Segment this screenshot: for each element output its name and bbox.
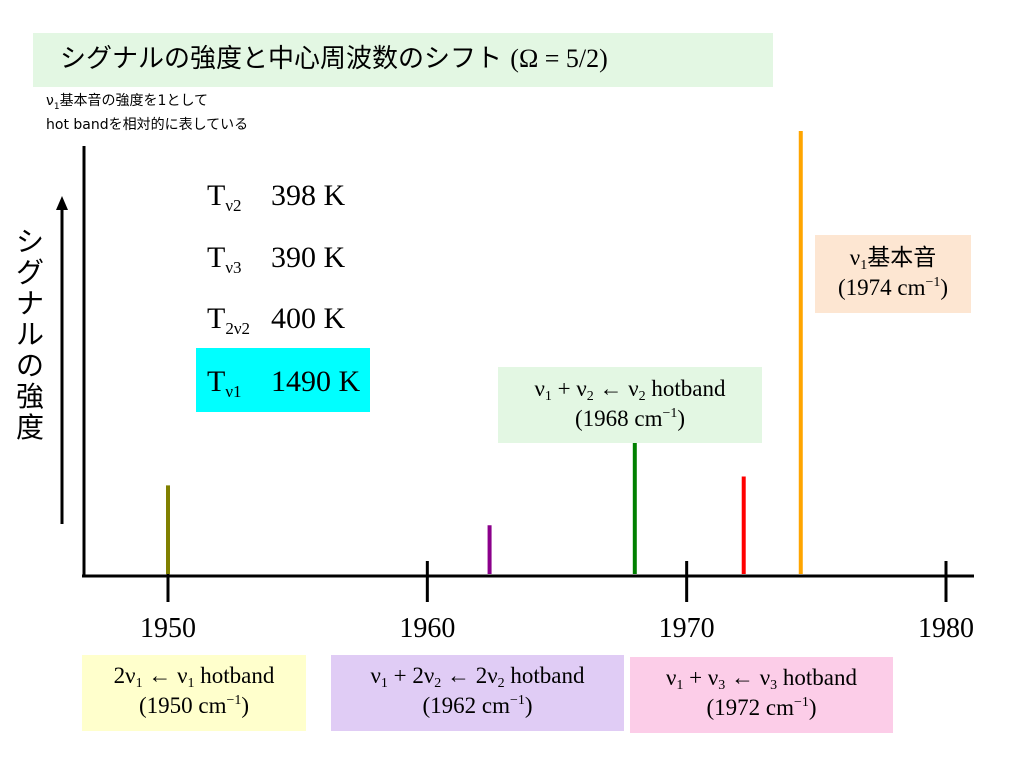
x-tick-label: 1980: [918, 613, 974, 644]
temp-value: 400 K: [271, 302, 346, 335]
x-tick-label: 1950: [140, 613, 196, 644]
chart-note: ν1基本音の強度を1として hot bandを相対的に表している: [46, 92, 248, 134]
note-line1: 基本音の強度を1として: [59, 93, 209, 109]
temp-value: 398 K: [271, 179, 346, 212]
label-hot-v1: 2ν1 ← ν1 hotband (1950 cm−1): [82, 655, 306, 731]
label-bg: [815, 235, 971, 313]
y-axis-label: シ グ ナ ル の 強 度: [10, 226, 50, 443]
title-box: [33, 33, 773, 87]
title-formula: (Ω = 5/2): [510, 44, 608, 73]
temp-value: 1490 K: [271, 365, 361, 398]
highlight-box: [196, 348, 370, 412]
y-label-char: 強: [15, 380, 44, 413]
y-label-char: ル: [15, 318, 44, 351]
label-hot-2v2: ν1 + 2ν2 ← 2ν2 hotband (1962 cm−1): [331, 655, 624, 731]
x-tick-label: 1970: [659, 613, 715, 644]
y-label-char: ナ: [15, 287, 44, 320]
y-arrow-head: [56, 196, 68, 210]
note-nu-sub: 1: [53, 101, 60, 112]
label-freq: (1968 cm: [574, 406, 663, 431]
y-label-char: グ: [15, 256, 44, 289]
page-title: シグナルの強度と中心周波数のシフト (Ω = 5/2): [60, 42, 608, 76]
label-text: hotband: [645, 376, 726, 401]
label-freq: (1962 cm: [422, 693, 510, 718]
temp-row-2v2: T2ν2 400 K: [207, 302, 346, 338]
note-nu: ν: [46, 93, 54, 109]
label-bg: [498, 367, 762, 443]
label-freq: (1974 cm: [837, 275, 926, 300]
temp-value: 390 K: [271, 241, 346, 274]
note-line2: hot bandを相対的に表している: [46, 116, 249, 133]
y-label-char: の: [15, 349, 44, 382]
temp-row-v1: Tν1 1490 K: [207, 365, 361, 401]
label-hot-v3: ν1 + ν3 ← ν3 hotband (1972 cm−1): [630, 657, 893, 733]
temp-row-v2: Tν2 398 K: [207, 179, 346, 215]
y-label-char: 度: [15, 411, 44, 444]
label-bg: [630, 657, 893, 733]
y-label-char: シ: [15, 225, 44, 258]
label-text: hotband: [194, 663, 275, 688]
label-freq: (1972 cm: [706, 695, 794, 720]
label-text: 基本音: [867, 245, 937, 270]
temp-row-v3: Tν3 390 K: [207, 241, 346, 277]
label-text: hotband: [777, 665, 858, 690]
label-hot-v2: ν1 + ν2 ← ν2 hotband (1968 cm−1): [498, 367, 762, 443]
title-jp: シグナルの強度と中心周波数のシフト: [60, 44, 503, 74]
label-bg: [82, 655, 306, 731]
label-v1-fundamental: ν1基本音 (1974 cm−1): [815, 235, 971, 313]
x-tick-label: 1960: [399, 613, 455, 644]
label-text: hotband: [504, 663, 585, 688]
label-freq: (1950 cm: [138, 693, 227, 718]
label-bg: [331, 655, 624, 731]
